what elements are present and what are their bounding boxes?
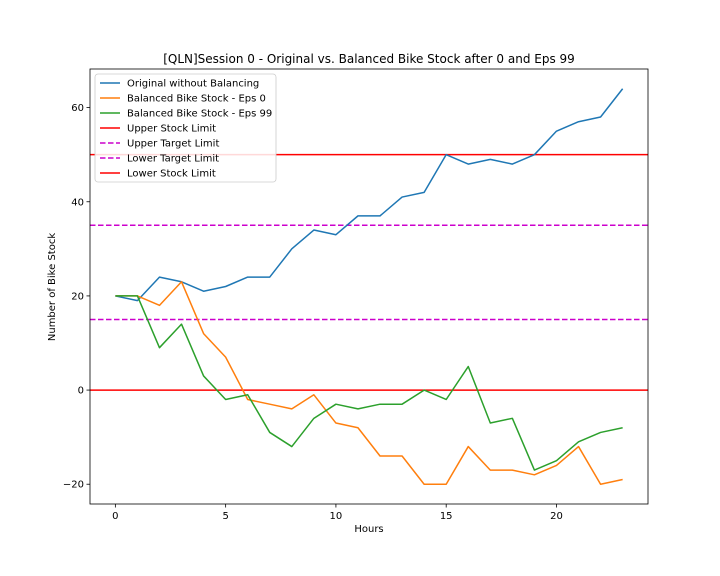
- y-tick-label: 20: [71, 291, 84, 302]
- axes: 0 5 10 15 20 −20 0 20 40 60: [63, 68, 649, 522]
- legend-entry-label: Balanced Bike Stock - Eps 99: [127, 109, 272, 120]
- x-tick-label: 0: [112, 511, 118, 522]
- legend-entry-label: Lower Target Limit: [127, 154, 219, 165]
- x-axis-label: Hours: [354, 524, 383, 535]
- x-tick-label: 20: [550, 511, 563, 522]
- legend: Original without Balancing Balanced Bike …: [94, 73, 277, 183]
- x-tick-label: 5: [222, 511, 228, 522]
- x-tick-label: 10: [330, 511, 343, 522]
- series-lines: [115, 88, 624, 485]
- chart-title: [QLN]Session 0 - Original vs. Balanced B…: [163, 52, 575, 66]
- legend-box: [94, 73, 277, 183]
- y-tick-label: 0: [78, 386, 84, 397]
- legend-entry-label: Original without Balancing: [127, 79, 259, 90]
- x-tick-label: 15: [440, 511, 453, 522]
- series-line-3: [115, 295, 623, 471]
- axes-frame: [89, 68, 649, 505]
- y-tick-label: 60: [71, 103, 84, 114]
- legend-entry-label: Lower Stock Limit: [127, 169, 216, 180]
- y-tick-label: −20: [63, 480, 84, 491]
- y-axis-label: Number of Bike Stock: [47, 233, 58, 341]
- legend-entry-label: Upper Stock Limit: [127, 124, 216, 135]
- legend-entry-label: Upper Target Limit: [127, 139, 219, 150]
- series-line-2: [115, 281, 623, 485]
- y-tick-label: 40: [71, 197, 84, 208]
- series-line-1: [115, 88, 624, 302]
- legend-entry-label: Balanced Bike Stock - Eps 0: [127, 94, 266, 105]
